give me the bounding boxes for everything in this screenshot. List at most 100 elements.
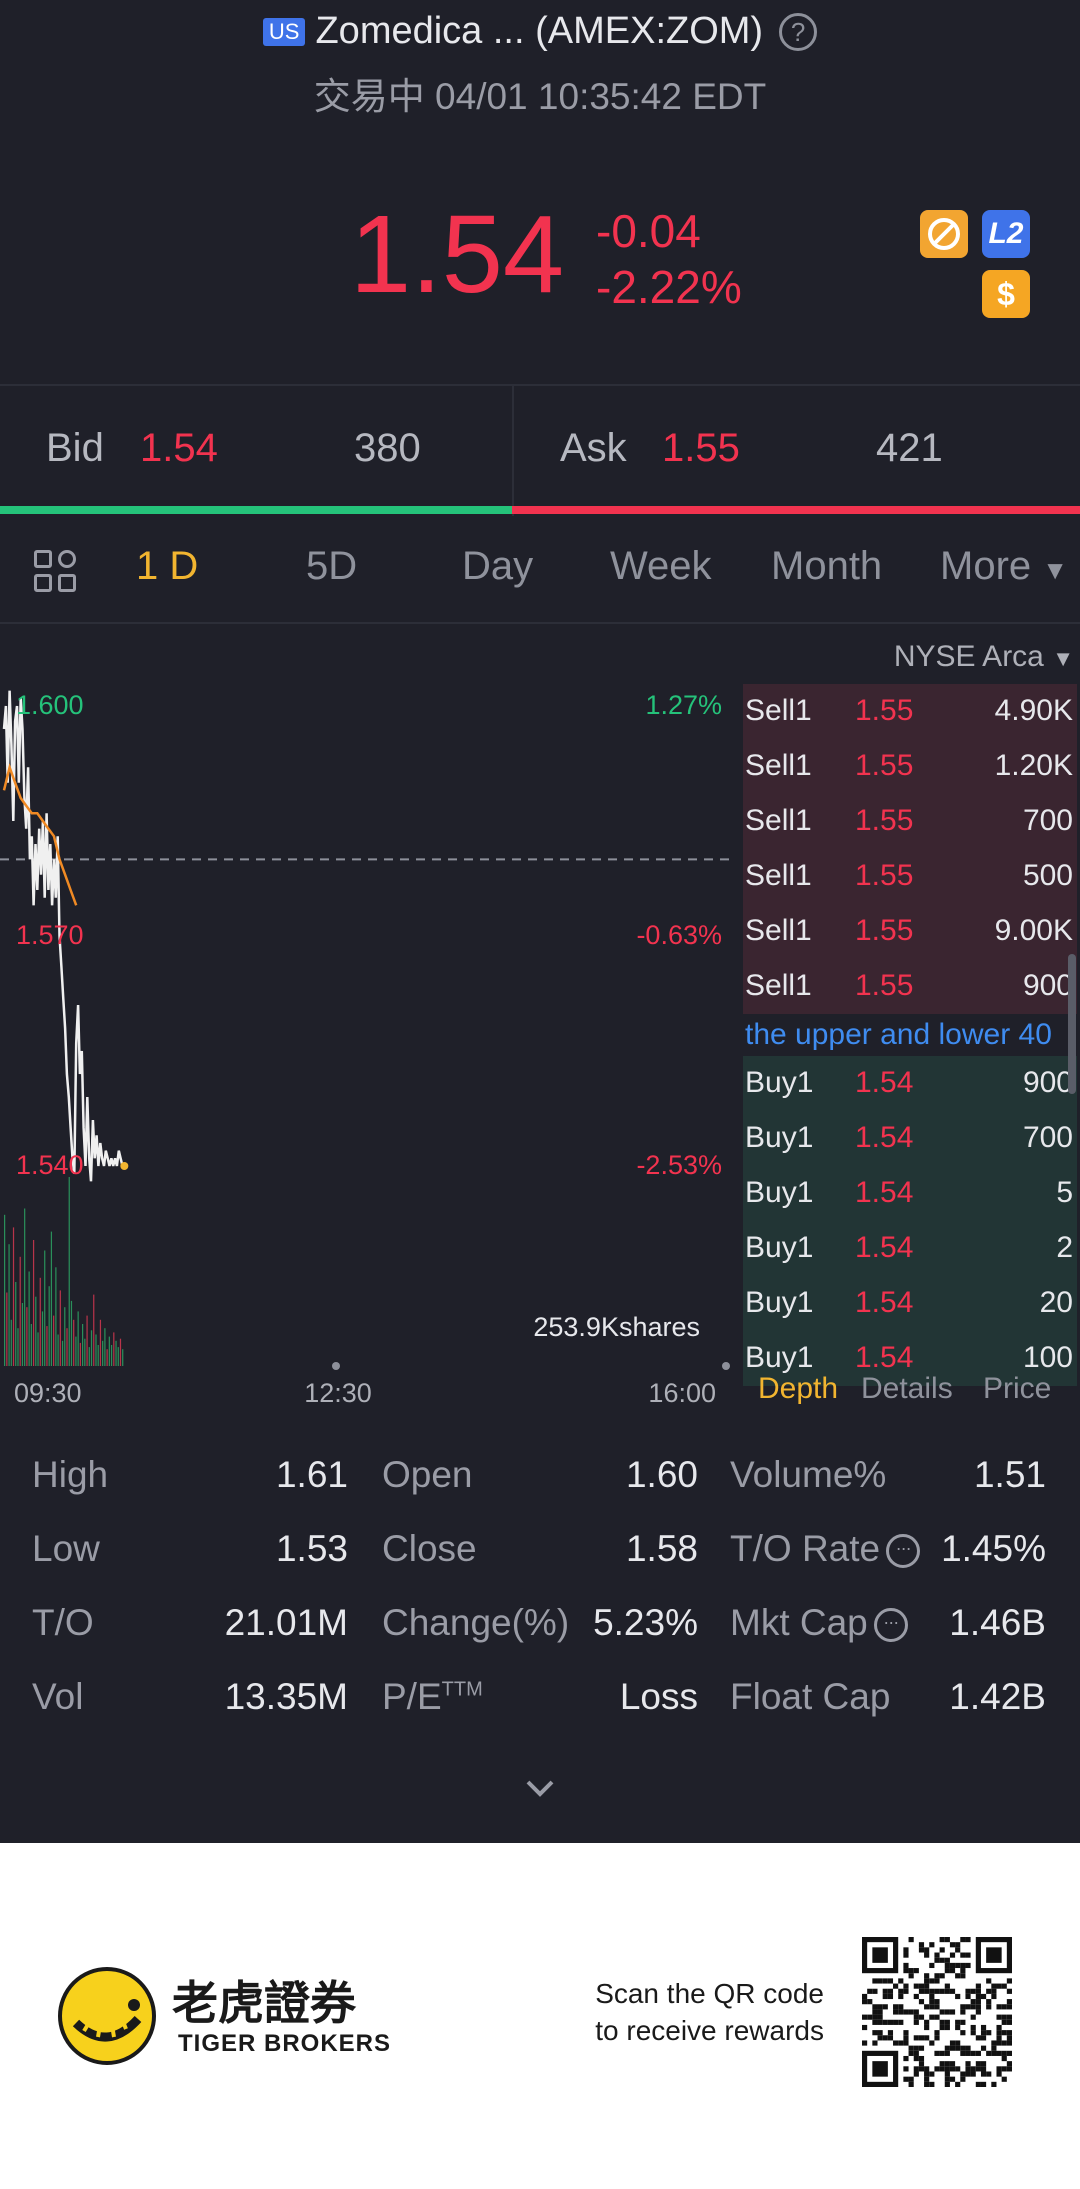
volume-bar [99,1319,102,1366]
tab-depth[interactable]: Depth [758,1372,839,1405]
trading-status: 交易中 04/01 10:35:42 EDT [313,76,767,117]
buy-row: Buy1 1.54 20 [743,1276,1077,1331]
stock-title[interactable]: Zomedica ... (AMEX:ZOM) [315,10,764,52]
share-footer: 老虎證券 TIGER BROKERS Scan the QR code to r… [0,1843,1080,2189]
sell-size: 9.00K [994,914,1073,947]
price-line [2,690,125,1182]
volume-bar [115,1340,117,1366]
tab-more[interactable]: More ▼ [940,544,1068,589]
volume-bar [15,1282,17,1366]
sell-level: Sell1 [745,969,812,1002]
stat-high-value: 1.61 [275,1454,348,1495]
sell-level: Sell1 [745,804,812,837]
ask-price: 1.55 [662,426,740,470]
volume-bars [4,1177,124,1366]
level2-icon[interactable]: L2 [982,210,1030,258]
volume-bar [113,1332,115,1366]
ask-size: 421 [876,426,943,470]
grid-icon[interactable] [34,550,82,598]
volume-bar [48,1286,50,1366]
info-icon[interactable]: ··· [886,1534,921,1569]
sell-size: 900 [1022,969,1073,1002]
buy-row: Buy1 1.54 100 [743,1331,1077,1386]
buy-price: 1.54 [855,1176,914,1209]
stat-torate-label-text: T/O Rate [730,1528,881,1569]
sell-price: 1.55 [855,969,914,1002]
no-fee-icon[interactable] [920,210,968,258]
volume-bar [79,1342,81,1366]
buy-price: 1.54 [855,1341,914,1374]
sell-size: 4.90K [994,694,1073,727]
tab-month[interactable]: Month [771,544,883,588]
tab-day[interactable]: Day [462,544,534,588]
help-icon[interactable]: ? [779,12,818,51]
qr-code-icon[interactable] [862,1937,1012,2087]
stats-grid: High 1.61 Low 1.53 T/O 21.01M Vol 13.35M… [0,1440,1080,1740]
volume-bar [32,1240,35,1366]
volume-bar [55,1267,57,1366]
time-label-mid: 12:30 [304,1378,372,1404]
stat-close-label: Close [382,1528,477,1569]
last-price-dot [120,1162,129,1170]
sell-row: Sell1 1.55 900 [743,959,1077,1014]
close-marker [722,1362,730,1370]
stat-open-label: Open [382,1454,473,1495]
intraday-chart[interactable]: 1.600 1.570 1.540 1.27% -0.63% -2.53% 25… [0,624,740,1408]
stat-to-label: T/O [32,1602,94,1643]
bid-ask-bar: Bid 1.54 380 Ask 1.55 421 [0,384,1080,516]
buy-row: Buy1 1.54 5 [743,1166,1077,1221]
stat-pe-label-text: P/E [382,1676,442,1717]
buy-price: 1.54 [855,1286,914,1319]
order-book-scrollbar[interactable] [1068,954,1076,1094]
volume-bar [39,1277,41,1366]
buy-level: Buy1 [745,1341,814,1374]
tab-1d[interactable]: 1 D [136,544,199,588]
tab-5d[interactable]: 5D [306,544,358,588]
stat-torate-label: T/O Rate ··· [730,1528,921,1570]
buy-size: 5 [1056,1176,1073,1209]
stat-high-label: High [32,1454,109,1495]
buy-price: 1.54 [855,1231,914,1264]
time-label-open: 09:30 [14,1378,82,1404]
tab-price[interactable]: Price [983,1372,1052,1405]
pct-label-mid: -0.63% [636,920,722,950]
volume-bar [122,1349,124,1366]
volume-bar [17,1328,19,1366]
dollar-icon[interactable]: $ [982,270,1030,318]
volume-bar [28,1271,30,1366]
volume-bar [35,1296,37,1366]
stat-change-value: 5.23% [593,1602,698,1643]
price-change-pct: -2.22% [596,261,742,313]
price-label-high: 1.600 [16,690,84,720]
buy-size: 900 [1022,1066,1073,1099]
stat-pe-label: P/ETTM [382,1676,483,1718]
stat-to-value: 21.01M [224,1602,348,1643]
depth-banner[interactable]: the upper and lower 40 [745,1018,1052,1051]
volume-bar [88,1347,90,1366]
buy-level: Buy1 [745,1286,814,1319]
volume-bar [77,1311,79,1366]
volume-bar [37,1332,39,1366]
stat-volpct-value: 1.51 [973,1454,1046,1495]
bid-price: 1.54 [140,426,218,470]
quote-summary: 1.54 -0.04 -2.22% L2 $ [0,190,1080,320]
time-label-close: 16:00 [648,1378,716,1404]
expand-chevron-icon[interactable] [522,1770,558,1806]
stat-floatcap-value: 1.42B [949,1676,1046,1717]
chevron-down-icon: ▼ [1042,555,1068,585]
tab-week[interactable]: Week [610,544,712,588]
sell-price: 1.55 [855,914,914,947]
exchange-selector[interactable]: NYSE Arca ▼ [894,640,1074,674]
volume-bar [24,1208,26,1366]
sell-row: Sell1 1.55 9.00K [743,904,1077,959]
stat-volpct-label: Volume% [730,1454,887,1495]
buy-price: 1.54 [855,1066,914,1099]
volume-bar [53,1315,55,1366]
stat-mktcap-label: Mkt Cap ··· [730,1602,908,1644]
stat-open-value: 1.60 [625,1454,698,1495]
volume-bar [75,1336,77,1366]
buy-size: 100 [1022,1341,1073,1374]
bid-label: Bid [46,426,104,470]
tab-details[interactable]: Details [861,1372,953,1405]
info-icon[interactable]: ··· [873,1608,908,1643]
